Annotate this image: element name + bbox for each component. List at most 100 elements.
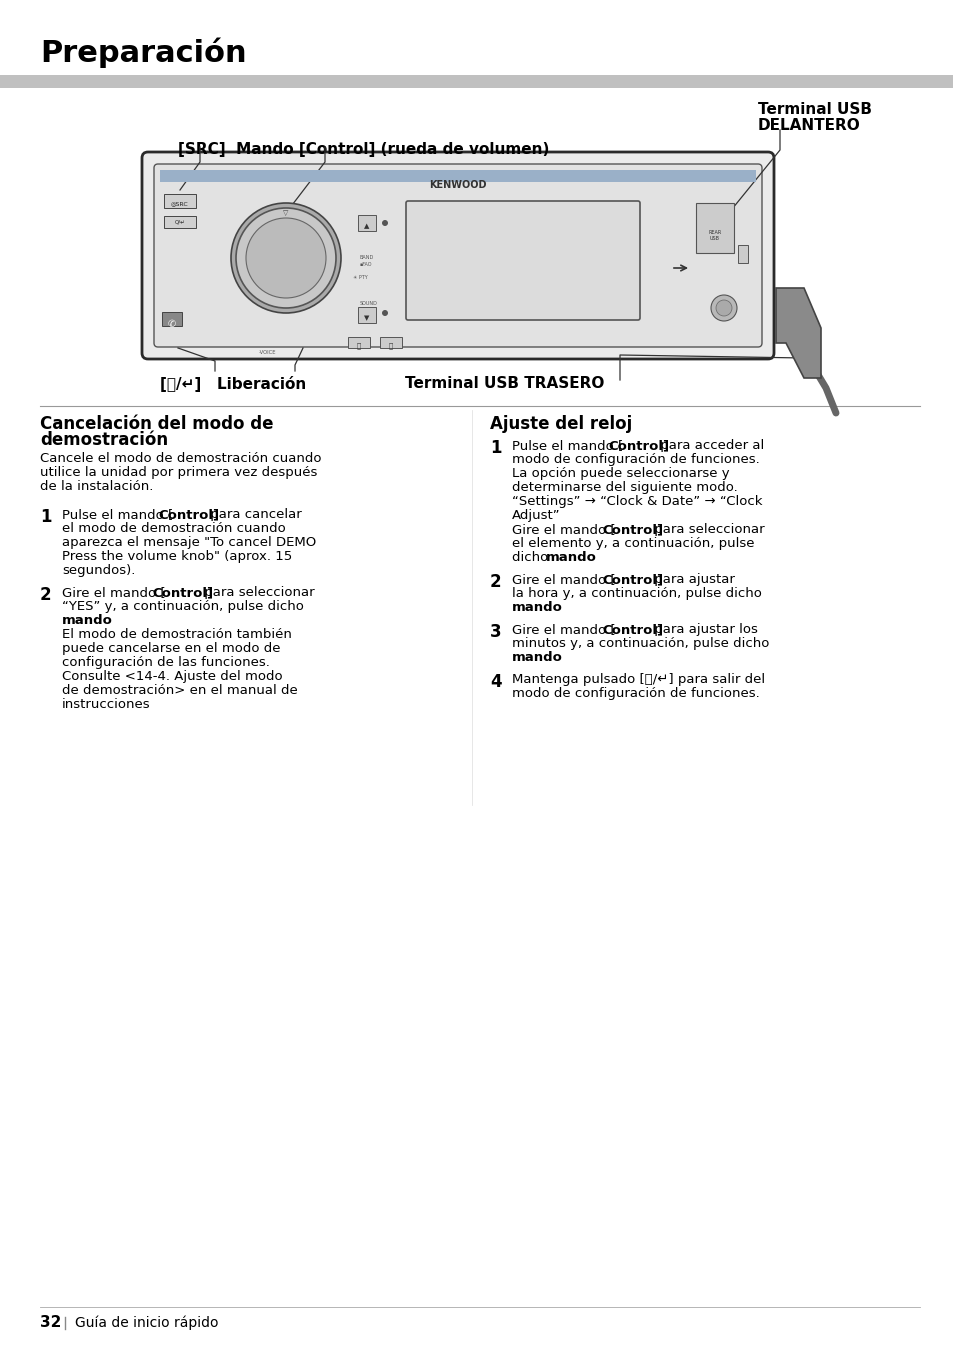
- Text: Adjust”: Adjust”: [512, 508, 560, 522]
- Text: 1: 1: [40, 508, 51, 526]
- Text: el modo de demostración cuando: el modo de demostración cuando: [62, 522, 286, 535]
- Text: .: .: [98, 615, 102, 627]
- Text: “Settings” → “Clock & Date” → “Clock: “Settings” → “Clock & Date” → “Clock: [512, 495, 761, 508]
- Bar: [696, 203, 733, 253]
- Text: El modo de demostración también: El modo de demostración también: [62, 628, 292, 642]
- Text: KENWOOD: KENWOOD: [429, 180, 486, 190]
- Text: de la instalación.: de la instalación.: [40, 480, 153, 494]
- Text: para ajustar los: para ajustar los: [649, 623, 757, 636]
- Text: para ajustar: para ajustar: [649, 573, 734, 586]
- Text: Control]: Control]: [601, 523, 662, 537]
- Text: Preparación: Preparación: [40, 38, 247, 69]
- Text: 32: 32: [40, 1315, 61, 1330]
- Text: puede cancelarse en el modo de: puede cancelarse en el modo de: [62, 642, 280, 655]
- Text: La opción puede seleccionarse y: La opción puede seleccionarse y: [512, 467, 729, 480]
- Text: configuración de las funciones.: configuración de las funciones.: [62, 656, 270, 668]
- Text: Ajuste del reloj: Ajuste del reloj: [490, 416, 632, 433]
- Text: 4: 4: [490, 672, 501, 691]
- Text: 2: 2: [490, 573, 501, 590]
- Text: el elemento y, a continuación, pulse: el elemento y, a continuación, pulse: [512, 537, 754, 550]
- Text: 1: 1: [490, 438, 501, 457]
- Text: Control]: Control]: [601, 623, 662, 636]
- Bar: [160, 169, 755, 182]
- Text: para seleccionar: para seleccionar: [649, 523, 763, 537]
- Text: REAR
USB: REAR USB: [708, 230, 720, 241]
- Text: Gire el mando [: Gire el mando [: [512, 523, 615, 537]
- Text: Terminal USB: Terminal USB: [758, 102, 871, 117]
- Polygon shape: [775, 288, 821, 378]
- Text: Consulte <14-4. Ajuste del modo: Consulte <14-4. Ajuste del modo: [62, 670, 282, 683]
- Text: minutos y, a continuación, pulse dicho: minutos y, a continuación, pulse dicho: [512, 638, 768, 650]
- Text: Control]: Control]: [152, 586, 213, 599]
- Bar: [164, 194, 195, 208]
- Text: Control]: Control]: [158, 508, 219, 521]
- Text: Guía de inicio rápido: Guía de inicio rápido: [75, 1315, 218, 1329]
- Text: Control]: Control]: [607, 438, 668, 452]
- Text: mando: mando: [512, 651, 562, 664]
- Text: [⌕/↵]   Liberación: [⌕/↵] Liberación: [160, 377, 306, 391]
- Text: Terminal USB TRASERO: Terminal USB TRASERO: [405, 377, 604, 391]
- Bar: [357, 215, 375, 231]
- Text: “YES” y, a continuación, pulse dicho: “YES” y, a continuación, pulse dicho: [62, 600, 304, 613]
- Text: mando: mando: [545, 551, 597, 564]
- FancyBboxPatch shape: [142, 152, 773, 359]
- Text: ·VOICE: ·VOICE: [257, 350, 275, 355]
- Text: DELANTERO: DELANTERO: [758, 118, 860, 133]
- Text: Cancele el modo de demostración cuando: Cancele el modo de demostración cuando: [40, 452, 321, 465]
- Text: Pulse el mando [: Pulse el mando [: [62, 508, 173, 521]
- Text: para cancelar: para cancelar: [206, 508, 301, 521]
- Text: modo de configuración de funciones.: modo de configuración de funciones.: [512, 453, 759, 465]
- Text: demostración: demostración: [40, 430, 168, 449]
- Text: Gire el mando [: Gire el mando [: [512, 623, 615, 636]
- Text: Press the volume knob" (aprox. 15: Press the volume knob" (aprox. 15: [62, 550, 292, 564]
- Text: Mantenga pulsado [⌕/↵] para salir del: Mantenga pulsado [⌕/↵] para salir del: [512, 672, 764, 686]
- Text: .: .: [581, 551, 585, 564]
- Text: Control]: Control]: [601, 573, 662, 586]
- Text: .: .: [547, 651, 552, 664]
- Circle shape: [231, 203, 340, 313]
- Circle shape: [716, 300, 731, 316]
- Text: 3: 3: [490, 623, 501, 642]
- Circle shape: [710, 295, 737, 321]
- Text: SOUND: SOUND: [359, 301, 377, 307]
- Text: para seleccionar: para seleccionar: [200, 586, 314, 599]
- Text: ⏭: ⏭: [389, 342, 393, 348]
- Text: aparezca el mensaje "To cancel DEMO: aparezca el mensaje "To cancel DEMO: [62, 537, 315, 549]
- Text: ☀ PTY: ☀ PTY: [353, 274, 367, 280]
- Text: 2: 2: [40, 586, 51, 604]
- Bar: [164, 217, 195, 229]
- Text: Q/↵: Q/↵: [174, 219, 185, 225]
- Text: Pulse el mando [: Pulse el mando [: [512, 438, 622, 452]
- Text: de demostración> en el manual de: de demostración> en el manual de: [62, 685, 297, 697]
- Text: [SRC]  Mando [Control] (rueda de volumen): [SRC] Mando [Control] (rueda de volumen): [178, 143, 549, 157]
- Bar: [348, 338, 370, 348]
- Text: la hora y, a continuación, pulse dicho: la hora y, a continuación, pulse dicho: [512, 586, 761, 600]
- Circle shape: [246, 218, 326, 299]
- Text: Gire el mando [: Gire el mando [: [512, 573, 615, 586]
- Text: ▲: ▲: [364, 223, 370, 229]
- Circle shape: [235, 208, 335, 308]
- Bar: [162, 312, 182, 325]
- Text: dicho: dicho: [512, 551, 552, 564]
- Text: ▼: ▼: [364, 315, 370, 321]
- Bar: [738, 245, 747, 264]
- Text: ▪FAO: ▪FAO: [359, 262, 372, 268]
- Text: ✆: ✆: [168, 319, 176, 330]
- FancyBboxPatch shape: [153, 164, 761, 347]
- Text: BAND: BAND: [359, 256, 374, 260]
- Bar: [0, 75, 953, 87]
- Circle shape: [381, 309, 388, 316]
- Text: ▽: ▽: [283, 210, 289, 217]
- Text: instrucciones: instrucciones: [62, 698, 151, 712]
- Text: segundos).: segundos).: [62, 564, 135, 577]
- Text: determinarse del siguiente modo.: determinarse del siguiente modo.: [512, 482, 737, 494]
- Text: .: .: [547, 601, 552, 615]
- Text: para acceder al: para acceder al: [656, 438, 763, 452]
- Bar: [357, 307, 375, 323]
- Text: mando: mando: [512, 601, 562, 615]
- Text: ◎SRC: ◎SRC: [171, 200, 189, 206]
- Text: Cancelación del modo de: Cancelación del modo de: [40, 416, 274, 433]
- Bar: [379, 338, 401, 348]
- Text: modo de configuración de funciones.: modo de configuración de funciones.: [512, 687, 759, 699]
- Text: mando: mando: [62, 615, 112, 627]
